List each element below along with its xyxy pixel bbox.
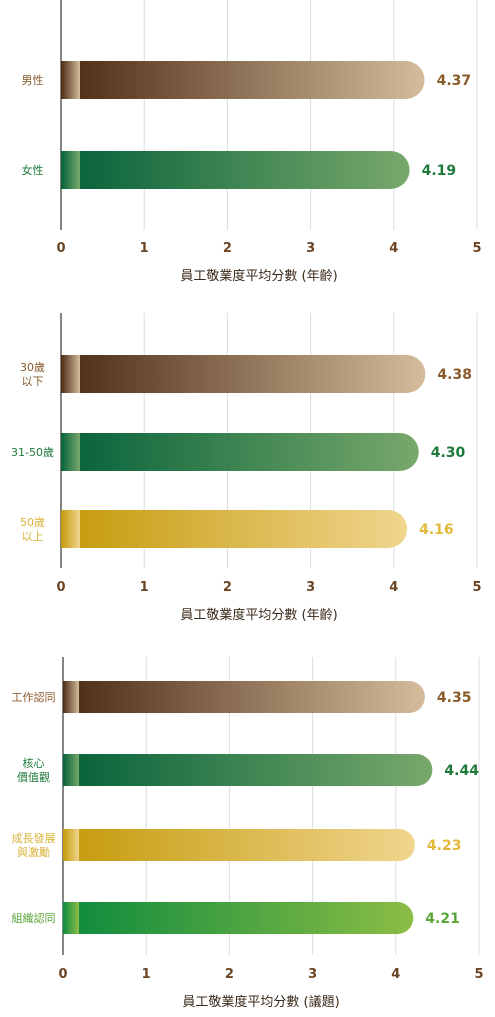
x-tick-label: 4 bbox=[389, 241, 398, 256]
bar bbox=[61, 151, 410, 189]
bar-base bbox=[61, 510, 80, 548]
value-label: 4.23 bbox=[427, 838, 462, 854]
x-axis-title: 員工敬業度平均分數 (議題) bbox=[182, 994, 339, 1010]
x-tick-label: 1 bbox=[140, 241, 149, 256]
bar-base bbox=[63, 754, 79, 786]
value-label: 4.21 bbox=[425, 911, 460, 927]
bar bbox=[61, 510, 408, 548]
category-label: 以下 bbox=[22, 375, 44, 388]
bar-base bbox=[61, 61, 80, 99]
category-label: 50歲 bbox=[20, 515, 45, 529]
value-label: 4.35 bbox=[437, 690, 472, 706]
x-tick-label: 2 bbox=[223, 241, 232, 256]
category-label: 價值觀 bbox=[17, 770, 50, 784]
category-label: 成長發展 bbox=[12, 831, 56, 845]
x-tick-label: 4 bbox=[389, 580, 398, 595]
category-label: 31-50歲 bbox=[11, 445, 54, 459]
x-tick-label: 4 bbox=[391, 967, 400, 982]
x-tick-label: 3 bbox=[306, 241, 315, 256]
bar bbox=[63, 681, 425, 713]
value-label: 4.38 bbox=[437, 367, 472, 383]
x-tick-label: 1 bbox=[140, 580, 149, 595]
value-label: 4.30 bbox=[431, 445, 466, 461]
bar-base bbox=[63, 681, 79, 713]
bar bbox=[61, 355, 426, 393]
bar bbox=[63, 829, 415, 861]
bar-base bbox=[61, 433, 80, 471]
category-label: 核心 bbox=[23, 756, 45, 770]
x-axis-title: 員工敬業度平均分數 (年齡) bbox=[180, 268, 337, 284]
category-label: 女性 bbox=[22, 163, 44, 177]
x-tick-label: 5 bbox=[472, 580, 481, 595]
value-label: 4.44 bbox=[444, 763, 479, 779]
bar-base bbox=[61, 151, 80, 189]
category-label: 以上 bbox=[22, 530, 44, 543]
bar bbox=[63, 754, 433, 786]
category-label: 工作認同 bbox=[12, 690, 56, 704]
x-tick-label: 3 bbox=[308, 967, 317, 982]
category-label: 組織認同 bbox=[12, 911, 56, 925]
bar bbox=[61, 61, 425, 99]
value-label: 4.19 bbox=[422, 163, 457, 179]
bar-base bbox=[63, 829, 79, 861]
bar bbox=[63, 902, 414, 934]
x-tick-label: 2 bbox=[223, 580, 232, 595]
x-tick-label: 2 bbox=[225, 967, 234, 982]
category-label: 男性 bbox=[22, 73, 44, 87]
x-tick-label: 5 bbox=[472, 241, 481, 256]
x-tick-label: 0 bbox=[56, 580, 65, 595]
bar-base bbox=[61, 355, 80, 393]
bar bbox=[61, 433, 419, 471]
x-tick-label: 1 bbox=[142, 967, 151, 982]
category-label: 與激勵 bbox=[17, 845, 50, 859]
x-tick-label: 0 bbox=[56, 241, 65, 256]
x-tick-label: 0 bbox=[58, 967, 67, 982]
x-tick-label: 5 bbox=[474, 967, 483, 982]
bar-chart-1: 男性 4.37 女性 4.19 0 1 2 3 4 5 員工敬業度平均分數 (年齡) bbox=[22, 0, 482, 284]
x-axis-title: 員工敬業度平均分數 (年齡) bbox=[180, 607, 337, 623]
value-label: 4.16 bbox=[419, 522, 454, 538]
bar-base bbox=[63, 902, 79, 934]
category-label: 30歲 bbox=[20, 360, 45, 374]
value-label: 4.37 bbox=[437, 73, 472, 89]
x-tick-label: 3 bbox=[306, 580, 315, 595]
